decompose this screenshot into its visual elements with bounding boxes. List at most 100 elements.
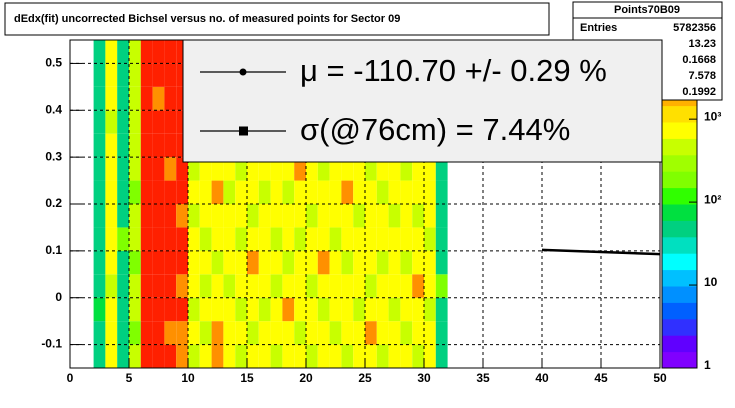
heat-cell [223,321,236,345]
heat-cell [388,204,401,228]
heat-cell [117,63,129,87]
heat-cell [211,250,224,275]
heat-cell [152,157,165,181]
heat-cell [294,227,306,251]
heat-cell [365,180,377,204]
heat-cell [341,227,354,251]
stats-value: 0.1668 [682,54,716,66]
heat-cell [353,274,365,298]
heat-cell [164,63,177,87]
heat-cell [188,297,200,322]
heat-cell [152,63,165,87]
heat-cell [270,157,283,181]
heat-cell [435,250,448,275]
heat-cell [211,157,224,181]
chart-title: dEdx(fit) uncorrected Bichsel versus no.… [14,13,400,25]
heat-cell [176,180,188,204]
heat-cell [140,63,153,87]
heat-cell [188,204,200,228]
legend-text: μ = -110.70 +/- 0.29 % [300,53,607,88]
heat-cell [223,157,236,181]
heat-cell [140,40,153,64]
heat-cell [93,250,106,275]
heat-cell [306,344,318,368]
z-tick-label: 10 [704,275,718,289]
y-tick-label: 0.4 [45,102,62,116]
heat-cell [317,321,330,345]
heat-cell [341,321,354,345]
heat-cell [117,204,129,228]
heat-cell [424,204,436,228]
heat-cell [152,133,165,158]
heat-cell [129,110,141,134]
heat-cell [164,180,177,204]
heat-cell [235,321,247,345]
y-tick-label: 0.3 [45,149,62,163]
heat-cell [270,250,283,275]
palette-swatch [662,171,697,189]
heat-cell [353,344,365,368]
palette-swatch [662,269,697,287]
heat-cell [211,227,224,251]
heat-cell [93,344,106,368]
heat-cell [152,274,165,298]
heat-cell [294,157,306,181]
heat-cell [412,344,424,368]
heat-cell [258,344,271,368]
heat-cell [365,344,377,368]
heat-cell [129,227,141,251]
legend-marker [239,126,248,136]
palette-swatch [662,302,697,320]
heat-cell [317,157,330,181]
heat-cell [235,157,247,181]
heat-cell [376,297,389,322]
heat-cell [341,297,354,322]
heat-cell [235,344,247,368]
heat-cell [140,157,153,181]
heat-cell [341,344,354,368]
heat-cell [400,180,413,204]
heat-cell [435,344,448,368]
heat-cell [152,86,165,111]
heat-cell [235,297,247,322]
heat-cell [329,297,342,322]
heat-cell [353,204,365,228]
heat-cell [317,204,330,228]
heat-cell [270,321,283,345]
heat-cell [152,180,165,204]
heat-cell [235,274,247,298]
heat-cell [223,180,236,204]
heat-cell [117,250,129,275]
heat-cell [435,297,448,322]
heat-cell [105,133,118,158]
heat-cell [247,204,259,228]
stats-value: 0.1992 [682,86,716,98]
heat-cell [93,321,106,345]
x-tick-label: 40 [535,371,549,385]
legend-marker [239,68,247,76]
palette-swatch [662,187,697,205]
heat-cell [164,204,177,228]
heat-cell [306,274,318,298]
heat-cell [117,180,129,204]
heat-cell [282,297,295,322]
heat-cell [329,227,342,251]
heat-cell [270,204,283,228]
heat-cell [164,157,177,181]
heat-cell [400,227,413,251]
heat-cell [93,40,106,64]
heat-cell [93,274,106,298]
heat-cell [376,204,389,228]
heat-cell [199,344,212,368]
heat-cell [93,297,106,322]
heat-cell [247,274,259,298]
heat-cell [247,250,259,275]
x-tick-label: 0 [67,371,74,385]
heat-cell [105,204,118,228]
heat-cell [329,321,342,345]
heat-cell [376,157,389,181]
heat-cell [247,321,259,345]
heat-cell [105,40,118,64]
palette-swatch [662,286,697,303]
heat-cell [140,250,153,275]
